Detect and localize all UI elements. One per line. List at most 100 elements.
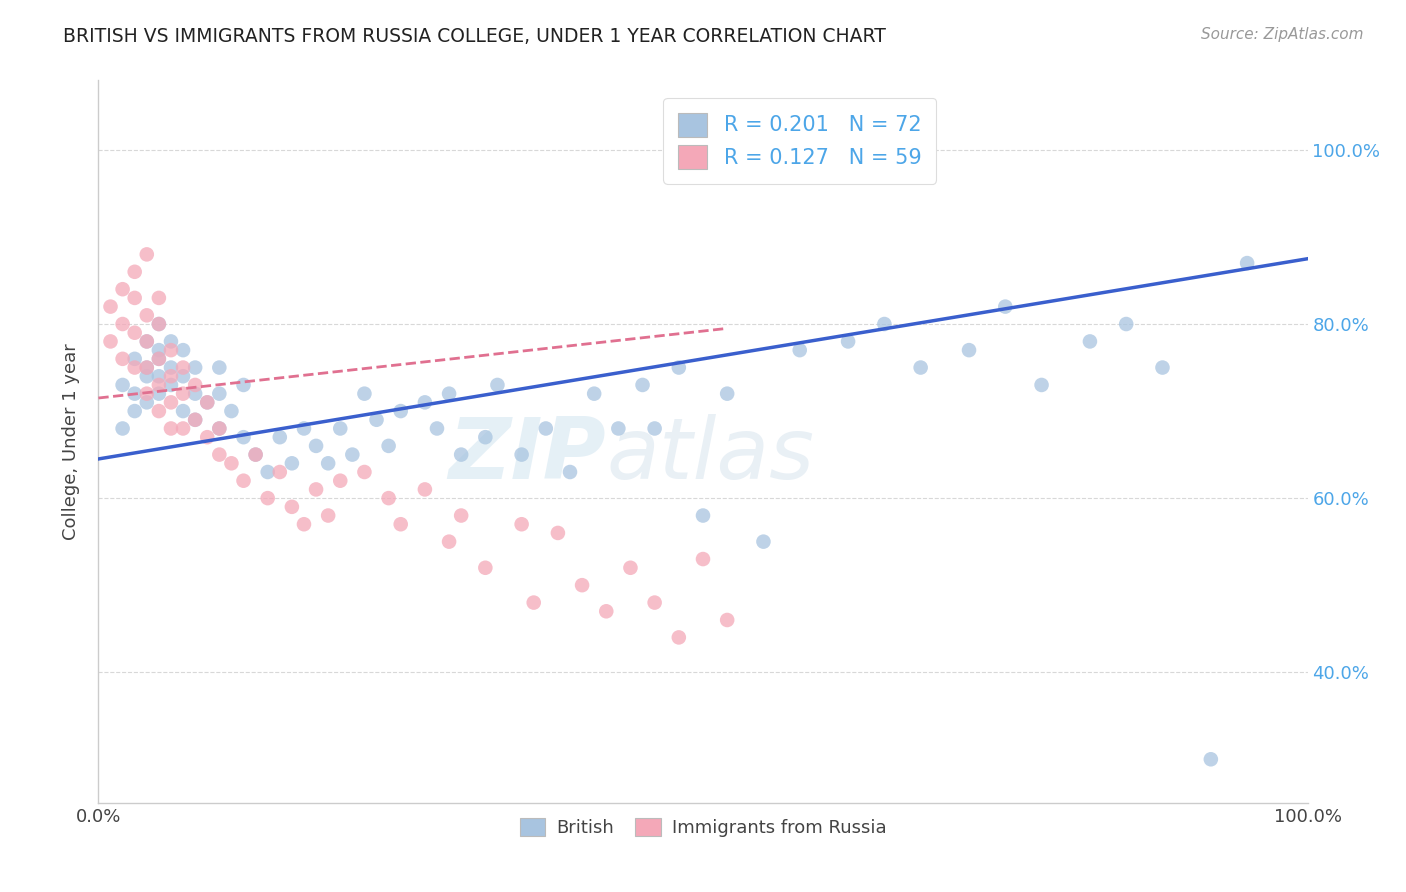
Point <box>474 561 496 575</box>
Point <box>716 613 738 627</box>
Point <box>269 465 291 479</box>
Point <box>148 369 170 384</box>
Point <box>389 517 412 532</box>
Point <box>208 421 231 435</box>
Point <box>426 421 449 435</box>
Point <box>208 386 231 401</box>
Point <box>100 334 122 349</box>
Point <box>583 386 606 401</box>
Point <box>160 360 183 375</box>
Text: ZIP: ZIP <box>449 415 606 498</box>
Point <box>607 421 630 435</box>
Point <box>148 343 170 358</box>
Point <box>160 369 183 384</box>
Point <box>124 360 146 375</box>
Point <box>232 474 254 488</box>
Point <box>534 421 557 435</box>
Point <box>692 508 714 523</box>
Point <box>619 561 641 575</box>
Point <box>523 596 546 610</box>
Point <box>292 421 315 435</box>
Point <box>292 517 315 532</box>
Point <box>752 534 775 549</box>
Point <box>256 491 278 505</box>
Point <box>571 578 593 592</box>
Point <box>873 317 896 331</box>
Point <box>160 421 183 435</box>
Point <box>994 300 1017 314</box>
Point <box>172 343 194 358</box>
Point <box>377 439 399 453</box>
Point <box>148 404 170 418</box>
Point <box>510 448 533 462</box>
Point <box>1199 752 1222 766</box>
Point <box>124 326 146 340</box>
Point <box>135 395 157 409</box>
Point <box>135 360 157 375</box>
Point <box>195 395 218 409</box>
Point <box>184 378 207 392</box>
Point <box>100 300 122 314</box>
Point <box>160 334 183 349</box>
Point <box>148 317 170 331</box>
Point <box>124 291 146 305</box>
Point <box>172 369 194 384</box>
Point <box>269 430 291 444</box>
Point <box>135 386 157 401</box>
Point <box>366 413 388 427</box>
Point <box>510 517 533 532</box>
Point <box>644 421 666 435</box>
Point <box>184 413 207 427</box>
Point <box>305 439 328 453</box>
Point <box>172 404 194 418</box>
Point <box>135 334 157 349</box>
Point <box>135 360 157 375</box>
Point <box>124 404 146 418</box>
Point <box>305 483 328 497</box>
Point <box>957 343 980 358</box>
Point <box>329 421 352 435</box>
Text: BRITISH VS IMMIGRANTS FROM RUSSIA COLLEGE, UNDER 1 YEAR CORRELATION CHART: BRITISH VS IMMIGRANTS FROM RUSSIA COLLEG… <box>63 27 886 45</box>
Point <box>558 465 581 479</box>
Point <box>111 282 134 296</box>
Point <box>172 360 194 375</box>
Point <box>1078 334 1101 349</box>
Point <box>316 508 339 523</box>
Point <box>208 421 231 435</box>
Point <box>486 378 509 392</box>
Point <box>111 421 134 435</box>
Point <box>135 247 157 261</box>
Point <box>160 343 183 358</box>
Point <box>245 448 267 462</box>
Point <box>184 386 207 401</box>
Point <box>413 395 436 409</box>
Point <box>148 378 170 392</box>
Point <box>111 378 134 392</box>
Point <box>172 421 194 435</box>
Point <box>1152 360 1174 375</box>
Point <box>184 413 207 427</box>
Text: atlas: atlas <box>606 415 814 498</box>
Point <box>910 360 932 375</box>
Point <box>377 491 399 505</box>
Point <box>281 456 304 470</box>
Point <box>135 334 157 349</box>
Point <box>789 343 811 358</box>
Point <box>342 448 364 462</box>
Point <box>474 430 496 444</box>
Point <box>692 552 714 566</box>
Point <box>172 386 194 401</box>
Point <box>353 386 375 401</box>
Point <box>232 430 254 444</box>
Point <box>111 317 134 331</box>
Point <box>148 351 170 366</box>
Point <box>450 508 472 523</box>
Text: Source: ZipAtlas.com: Source: ZipAtlas.com <box>1201 27 1364 42</box>
Point <box>595 604 617 618</box>
Point <box>437 534 460 549</box>
Point <box>148 386 170 401</box>
Point <box>353 465 375 479</box>
Point <box>281 500 304 514</box>
Point <box>160 395 183 409</box>
Point <box>631 378 654 392</box>
